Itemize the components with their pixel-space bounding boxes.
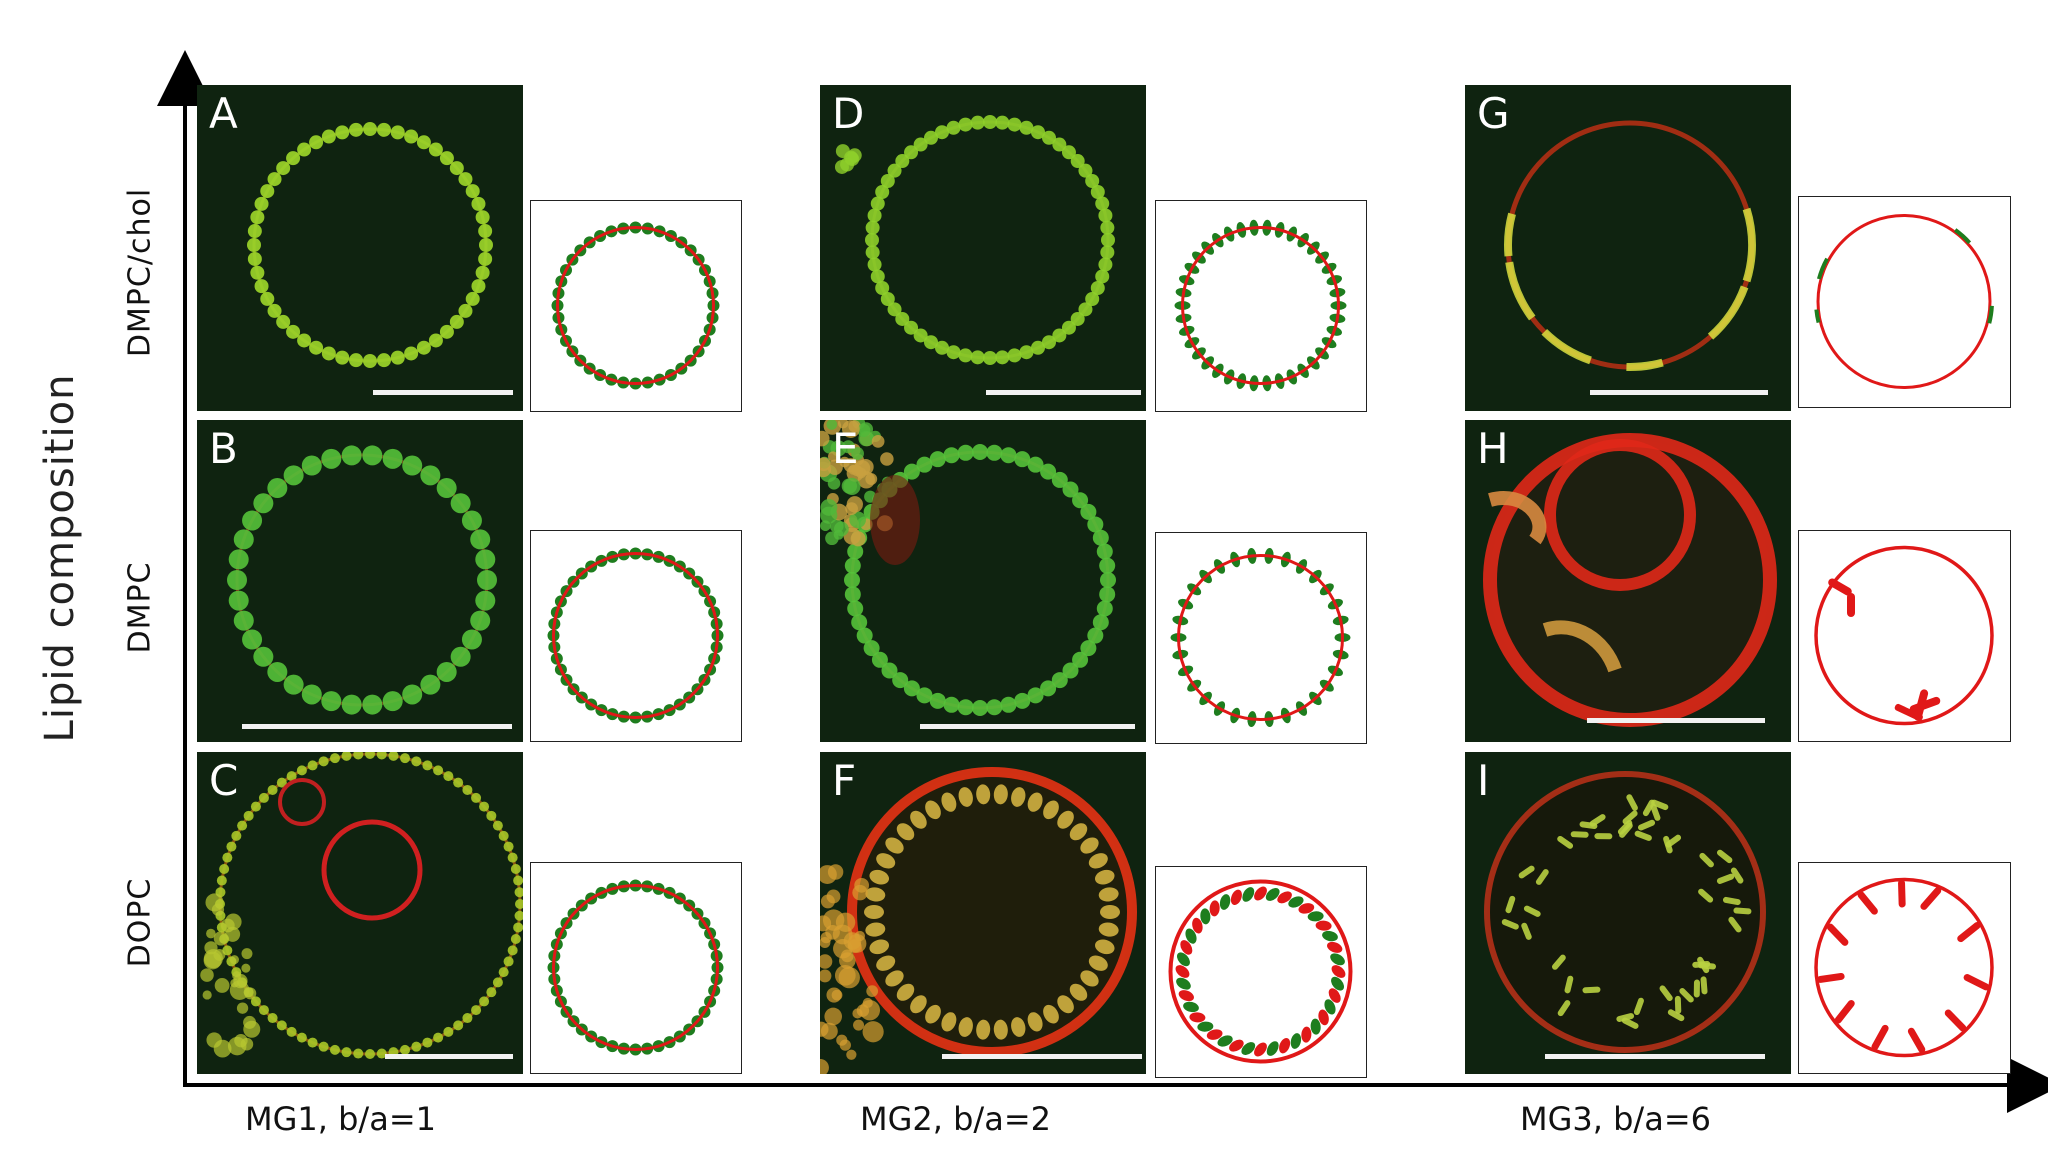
scale-bar — [986, 390, 1141, 395]
schematic-g-drawing — [1814, 214, 1994, 389]
schematic-a-drawing — [551, 221, 720, 390]
panel-label-e: E — [832, 424, 859, 473]
scale-bar — [1590, 390, 1768, 395]
micrograph-panel-g: G — [1465, 85, 1791, 411]
column-label-mg2: MG2, b/a=2 — [860, 1100, 1051, 1138]
micrograph-panel-i: I — [1465, 752, 1791, 1074]
schematic-i-drawing — [1814, 877, 1994, 1058]
schematic-d — [1155, 200, 1367, 412]
schematic-b — [530, 530, 742, 742]
scale-bar — [385, 1054, 513, 1059]
schematic-f — [1155, 866, 1367, 1078]
schematic-f-drawing — [1168, 879, 1353, 1064]
micrograph-e-image — [820, 420, 1146, 742]
micrograph-panel-a: A — [197, 85, 523, 411]
micrograph-c-image — [197, 752, 523, 1074]
panel-label-c: C — [209, 756, 239, 805]
micrograph-a-image — [197, 85, 523, 411]
panel-label-g: G — [1477, 89, 1510, 138]
panel-label-h: H — [1477, 424, 1509, 473]
schematic-b-drawing — [547, 547, 724, 724]
schematic-i — [1798, 862, 2011, 1074]
y-axis-label: Lipid composition — [37, 373, 83, 743]
schematic-h — [1798, 530, 2011, 742]
schematic-c — [530, 862, 742, 1074]
micrograph-panel-c: C — [197, 752, 523, 1074]
schematic-d-drawing — [1174, 219, 1347, 392]
micrograph-i-image — [1465, 752, 1791, 1074]
schematic-c-drawing — [547, 879, 724, 1056]
scale-bar — [942, 1054, 1142, 1059]
micrograph-panel-e: E — [820, 420, 1146, 742]
schematic-e — [1155, 532, 1367, 744]
micrograph-panel-b: B — [197, 420, 523, 742]
scale-bar — [1545, 1054, 1765, 1059]
panel-label-b: B — [209, 424, 238, 473]
micrograph-b-image — [197, 420, 523, 742]
scale-bar — [920, 724, 1135, 729]
panel-label-a: A — [209, 89, 238, 138]
scale-bar — [1587, 718, 1765, 723]
micrograph-panel-f: F — [820, 752, 1146, 1074]
panel-label-f: F — [832, 756, 857, 805]
micrograph-d-image — [820, 85, 1146, 411]
row-label-dmpc-chol: DMPC/chol — [122, 187, 158, 358]
schematic-a — [530, 200, 742, 412]
column-label-mg3: MG3, b/a=6 — [1520, 1100, 1711, 1138]
micrograph-f-image — [820, 752, 1146, 1074]
schematic-g — [1798, 196, 2011, 408]
micrograph-panel-d: D — [820, 85, 1146, 411]
schematic-h-drawing — [1814, 545, 1994, 726]
row-label-dopc: DOPC — [122, 877, 158, 968]
scale-bar — [373, 390, 513, 395]
row-label-dmpc: DMPC — [122, 561, 158, 654]
panel-label-d: D — [832, 89, 865, 138]
micrograph-g-image — [1465, 85, 1791, 411]
micrograph-panel-h: H — [1465, 420, 1791, 742]
micrograph-h-image — [1465, 420, 1791, 742]
panel-label-i: I — [1477, 756, 1490, 805]
schematic-e-drawing — [1170, 547, 1351, 728]
scale-bar — [242, 724, 512, 729]
column-label-mg1: MG1, b/a=1 — [245, 1100, 436, 1138]
